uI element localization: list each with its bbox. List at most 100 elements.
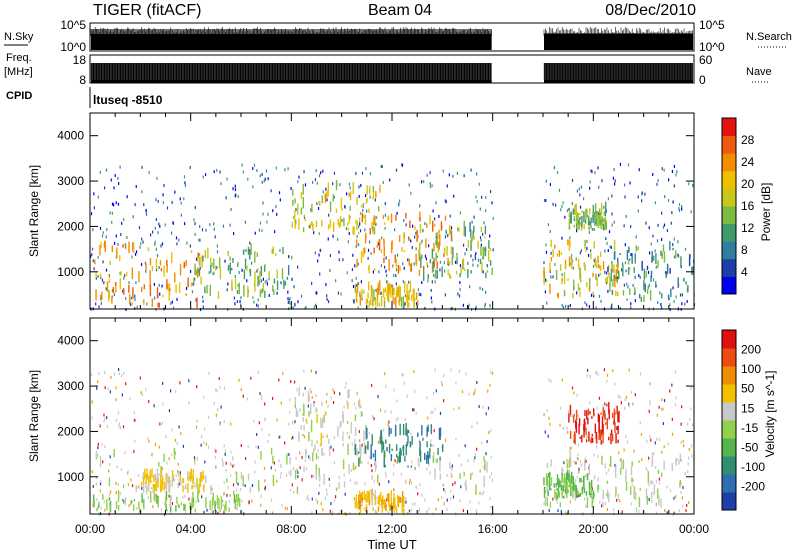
scatter-mark: [486, 439, 488, 443]
scatter-mark: [403, 302, 405, 306]
scatter-mark: [567, 430, 569, 434]
scatter-mark: [128, 504, 130, 508]
scatter-mark: [229, 223, 231, 227]
scatter-mark: [371, 469, 373, 473]
x-tick-label: 20:00: [578, 522, 608, 536]
feature-mark: [271, 249, 273, 254]
scatter-mark: [564, 510, 566, 514]
scatter-mark: [161, 421, 163, 425]
scatter-mark: [332, 448, 334, 452]
scatter-mark: [226, 177, 228, 181]
feature-mark: [483, 456, 485, 461]
scatter-mark: [464, 444, 466, 448]
feature-mark: [589, 278, 591, 290]
scatter-mark: [668, 178, 670, 182]
scatter-mark: [669, 489, 672, 493]
colorbar-cell: [722, 258, 736, 277]
feature-mark: [368, 490, 371, 501]
scatter-mark: [639, 421, 641, 425]
scatter-mark: [180, 213, 182, 217]
scatter-mark: [166, 461, 168, 465]
feature-mark: [606, 493, 608, 496]
scatter-mark: [444, 269, 446, 273]
feature-mark: [153, 485, 156, 492]
scatter-mark: [278, 435, 280, 439]
scatter-mark: [154, 226, 156, 230]
feature-mark: [246, 265, 248, 271]
scatter-mark: [297, 470, 299, 474]
feature-mark: [554, 489, 556, 499]
feature-mark: [201, 255, 203, 268]
scatter-mark: [593, 259, 595, 263]
scatter-mark: [148, 171, 150, 175]
feature-mark: [420, 256, 422, 269]
scatter-mark: [119, 492, 122, 496]
scatter-mark: [196, 456, 198, 460]
feature-mark: [600, 412, 602, 415]
scatter-mark: [638, 168, 640, 172]
feature-mark: [99, 244, 101, 256]
feature-mark: [604, 216, 606, 229]
feature-mark: [574, 483, 576, 492]
scatter-mark: [238, 271, 240, 275]
scatter-mark: [252, 185, 254, 189]
scatter-mark: [432, 209, 434, 213]
feature-mark: [584, 421, 586, 426]
scatter-mark: [96, 498, 98, 502]
scatter-mark: [366, 445, 368, 449]
feature-mark: [133, 499, 136, 502]
feature-mark: [311, 439, 313, 447]
scatter-mark: [602, 404, 604, 408]
scatter-mark: [491, 371, 494, 375]
feature-mark: [543, 276, 545, 285]
feature-mark: [383, 246, 386, 257]
feature-mark: [320, 434, 322, 446]
scatter-mark: [545, 250, 548, 254]
feature-mark: [651, 257, 653, 263]
feature-mark: [383, 450, 386, 461]
feature-mark: [359, 211, 362, 215]
feature-mark: [611, 412, 614, 418]
scatter-mark: [261, 427, 263, 431]
scatter-mark: [392, 488, 395, 492]
feature-mark: [219, 509, 221, 513]
feature-mark: [404, 456, 406, 462]
scatter-mark: [223, 386, 226, 390]
feature-mark: [608, 273, 610, 279]
feature-mark: [144, 468, 146, 478]
feature-mark: [159, 484, 162, 493]
scatter-mark: [103, 500, 105, 504]
scatter-mark: [306, 421, 308, 425]
scatter-mark: [104, 508, 106, 512]
scatter-mark: [478, 405, 480, 409]
feature-mark: [397, 264, 400, 274]
scatter-mark: [449, 497, 452, 501]
feature-mark: [583, 485, 586, 489]
nave-label: Nave: [746, 66, 772, 78]
feature-mark: [567, 489, 569, 493]
feature-mark: [402, 296, 405, 308]
feature-mark: [151, 468, 153, 478]
feature-mark: [194, 263, 196, 275]
scatter-mark: [147, 436, 149, 440]
scatter-mark: [276, 418, 278, 422]
scatter-mark: [261, 172, 263, 176]
scatter-mark: [326, 198, 328, 202]
scatter-mark: [148, 439, 150, 443]
scatter-mark: [267, 177, 269, 181]
feature-mark: [447, 263, 450, 266]
feature-mark: [572, 485, 574, 491]
scatter-mark: [669, 389, 671, 393]
feature-mark: [289, 456, 291, 465]
scatter-mark: [217, 505, 219, 509]
scatter-mark: [186, 241, 188, 245]
scatter-mark: [644, 192, 646, 196]
feature-mark: [298, 218, 300, 230]
scatter-mark: [126, 235, 128, 239]
feature-mark: [614, 421, 616, 434]
scatter-mark: [618, 451, 620, 455]
feature-mark: [407, 465, 409, 468]
scatter-mark: [598, 294, 601, 298]
feature-mark: [546, 484, 548, 493]
feature-mark: [447, 269, 449, 275]
